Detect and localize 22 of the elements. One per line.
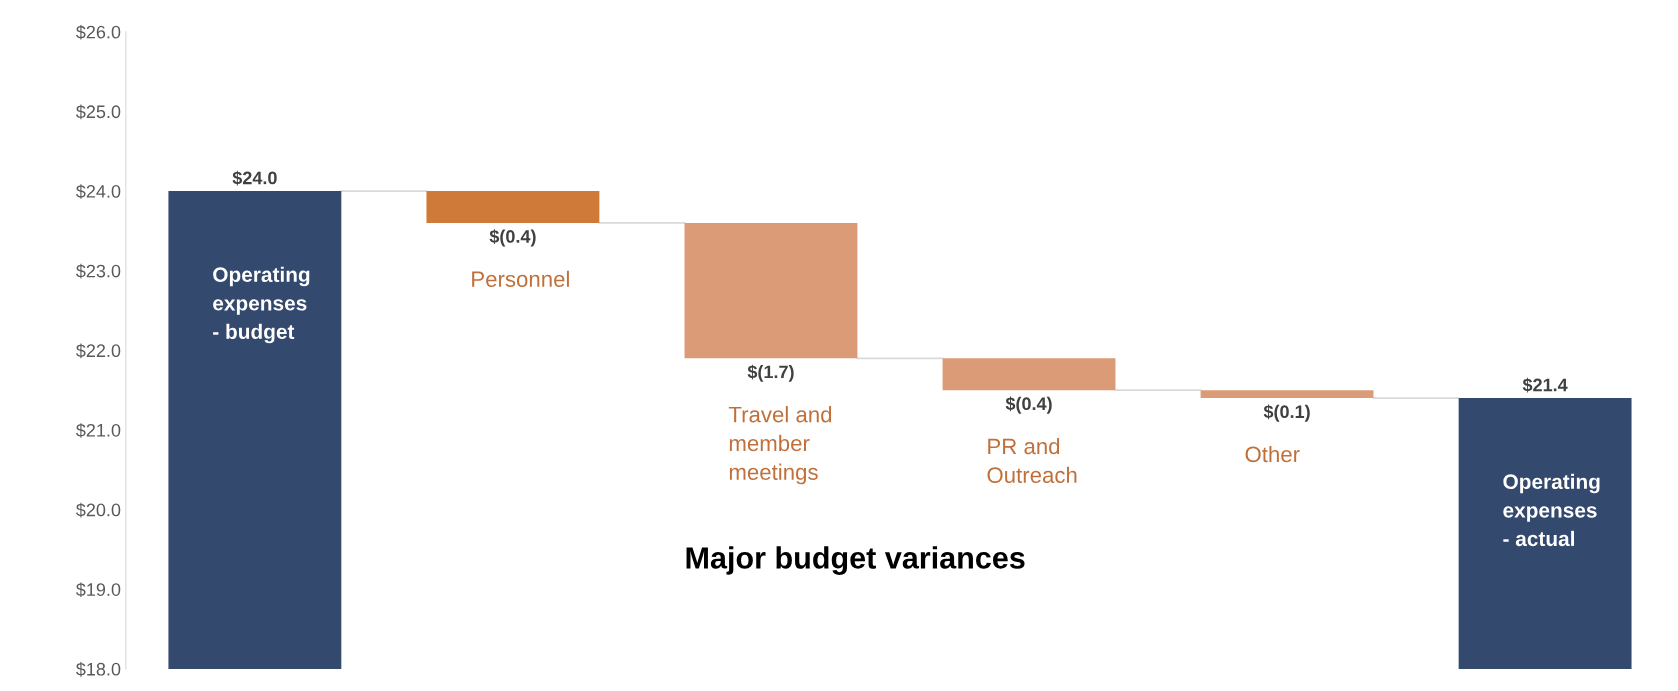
data-label: $(0.1) [1263,404,1310,422]
data-label: $21.4 [1522,377,1568,393]
x-tick-label: Operating expenses - actual [1503,473,1600,547]
x-tick-label: Personnel [472,270,569,288]
y-tick-label: $23.0 [76,263,121,279]
text: Major budget variances [686,546,1025,575]
y-tick-label: $26.0 [76,24,121,40]
y-tick-label: $25.0 [76,104,121,120]
y-tick-label: $24.0 [76,184,121,199]
x-tick-label: PR and Outreach [987,437,1077,484]
y-tick-label: $21.0 [76,423,121,438]
y-tick-label: $18.0 [76,662,121,677]
x-tick-label: Travel and member meetings [728,406,832,485]
y-tick-label: $20.0 [76,502,121,518]
data-label: $(1.7) [747,364,794,382]
y-tick-label: $22.0 [76,343,121,359]
x-tick-label: Operating expenses - budget [213,266,310,344]
y-tick-label: $19.0 [76,582,121,598]
x-tick-label: Other [1245,445,1300,463]
data-label: $(0.4) [1005,396,1052,414]
data-label: $(0.4) [489,229,536,247]
data-label: $24.0 [232,170,277,186]
